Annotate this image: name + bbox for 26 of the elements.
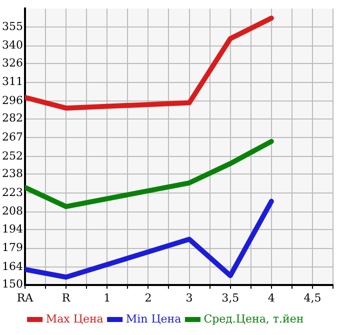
y-tick-label: 311 [2,75,23,88]
y-tick-label: 179 [2,241,23,254]
y-tick-label: 252 [2,149,23,162]
legend-label: Сред.Цена, т.йен [204,312,304,326]
legend-label: Max Цена [46,312,104,326]
y-tick-label: 194 [2,222,23,236]
y-tick-label: 282 [2,112,23,125]
x-tick-label: RA [16,291,34,304]
y-tick-label: 150 [2,278,23,291]
y-tick-label: 208 [2,204,23,218]
x-tick-label: 4,5 [304,291,322,304]
y-tick-label: 355 [2,20,23,33]
x-tick-label: 3 [186,291,193,304]
y-tick-label: 238 [2,166,23,180]
x-tick-label: 4 [268,291,275,304]
y-tick-label: 223 [2,186,23,199]
y-tick-label: 296 [2,94,23,108]
x-tick-label: 2 [144,291,152,304]
y-tick-label: 340 [2,38,23,52]
y-tick-label: 164 [2,260,23,274]
x-tick-label: R [62,291,71,304]
y-tick-label: 267 [2,130,23,144]
legend-label: Min Цена [126,312,182,326]
y-tick-label: 326 [2,56,23,70]
x-tick-label: 3,5 [222,291,240,304]
x-tick-label: 1 [104,291,111,304]
